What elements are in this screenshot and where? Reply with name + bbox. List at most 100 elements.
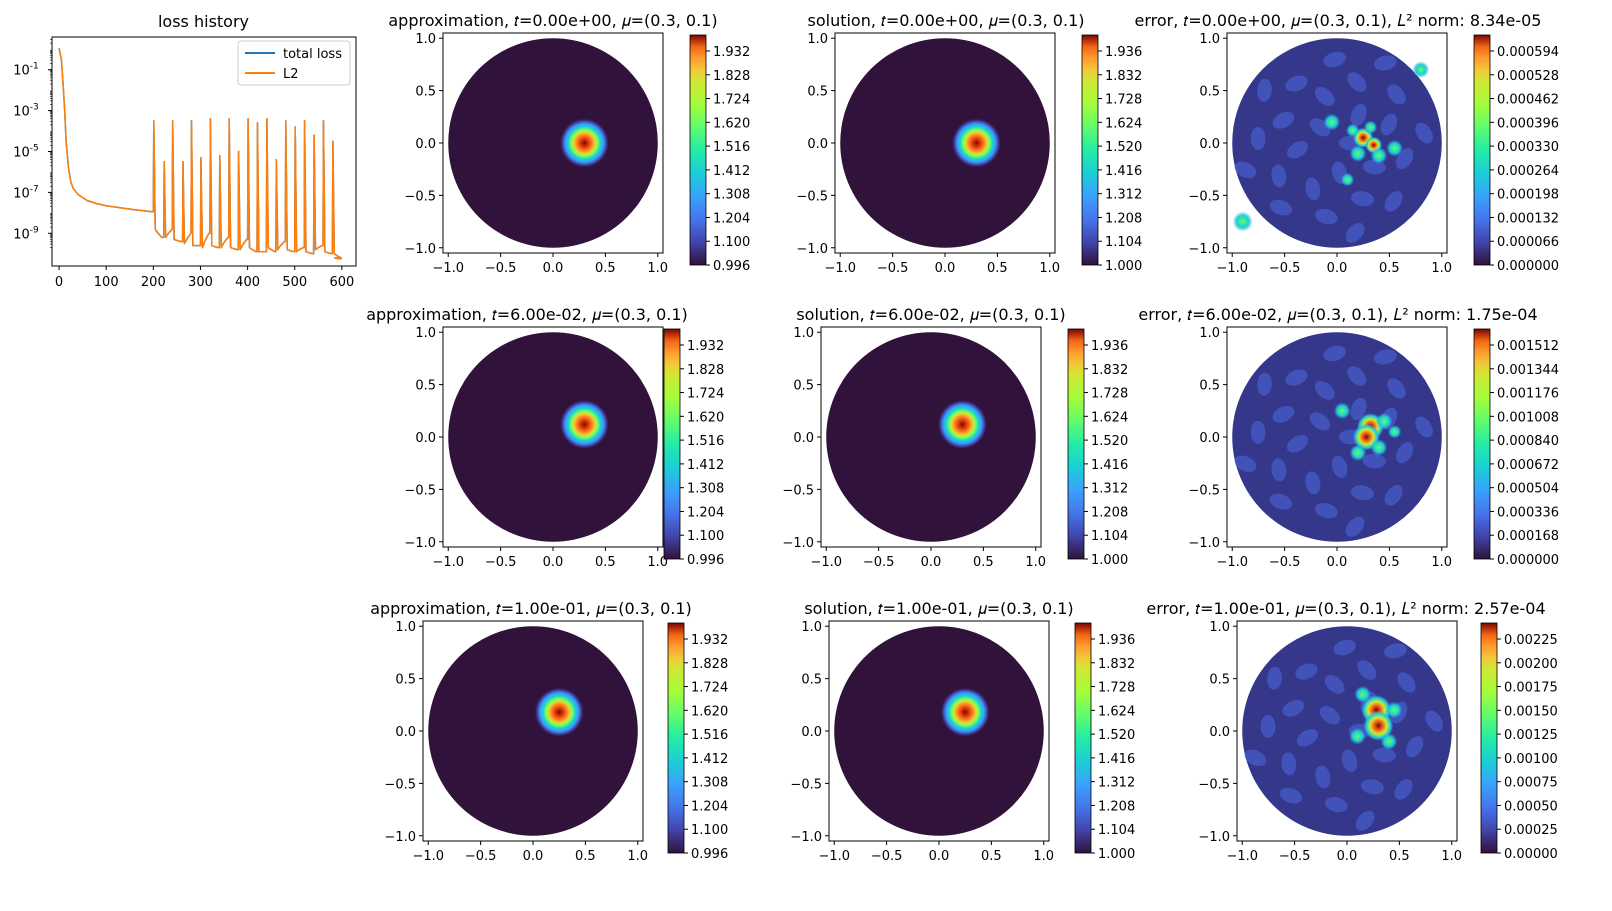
colorbar-tick-label: 1.728 xyxy=(1105,93,1142,108)
colorbar-tick-label: 1.832 xyxy=(1098,657,1135,672)
error-cell xyxy=(1374,55,1397,71)
field-disk xyxy=(448,332,658,542)
error-cell xyxy=(1405,736,1424,758)
colorbar-tick-label: 1.520 xyxy=(1105,140,1142,155)
colorbar-tick-label: 1.000 xyxy=(1098,847,1135,862)
y-tick-label: 0.0 xyxy=(1199,431,1220,446)
error-hotspot xyxy=(1323,113,1341,131)
x-tick-label: −0.5 xyxy=(485,261,517,276)
error-cell xyxy=(1361,779,1384,795)
x-tick-label: 100 xyxy=(94,275,119,290)
colorbar-tick-label: 1.312 xyxy=(1098,776,1135,791)
field-disk xyxy=(840,38,1050,248)
colorbar-tick-label: 1.932 xyxy=(687,339,724,354)
colorbar-tick-label: 0.000132 xyxy=(1497,211,1559,226)
field-panels: approximation, 𝑡=0.00e+00, 𝜇=(0.3, 0.1) −… xyxy=(366,11,1559,864)
error-cell xyxy=(1415,416,1433,438)
x-tick-label: 0.0 xyxy=(543,261,564,276)
panel-error-row-2: error, 𝑡=6.00e-02, 𝜇=(0.3, 0.1), 𝐿² norm… xyxy=(1138,305,1559,570)
legend-label-total-loss: total loss xyxy=(283,47,342,62)
error-cell xyxy=(1305,471,1321,495)
y-tick-label: 0.5 xyxy=(415,379,436,394)
error-hotspot xyxy=(1363,120,1378,134)
error-cell xyxy=(1314,380,1335,400)
colorbar-tick-label: 0.00025 xyxy=(1504,823,1558,838)
colorbar-tick-label: 1.936 xyxy=(1105,45,1142,60)
panel-title: solution, 𝑡=0.00e+00, 𝜇=(0.3, 0.1) xyxy=(808,11,1085,30)
error-hotspot xyxy=(1385,701,1403,719)
y-tick-label: 0.5 xyxy=(1199,379,1220,394)
colorbar-tick-label: 1.936 xyxy=(1098,633,1135,648)
colorbar xyxy=(667,622,685,854)
colorbar-tick-label: 0.000504 xyxy=(1497,482,1559,497)
x-tick-label: 1.0 xyxy=(1431,261,1452,276)
x-tick-label: 1.0 xyxy=(1025,555,1046,570)
x-tick-label: 0.0 xyxy=(929,849,950,864)
colorbar-tick-label: 1.416 xyxy=(1091,458,1128,473)
error-cell xyxy=(1345,222,1365,243)
panel-solution-row-2: solution, 𝑡=6.00e-02, 𝜇=(0.3, 0.1) −1.0 −1… xyxy=(782,305,1128,570)
error-cell xyxy=(1362,453,1386,469)
y-tick-label: 0.5 xyxy=(807,85,828,100)
x-tick-label: 0.5 xyxy=(1379,555,1400,570)
x-tick-label: 0.0 xyxy=(1327,261,1348,276)
y-tick-label: −1.0 xyxy=(1198,830,1230,845)
x-tick-label: −0.5 xyxy=(1269,555,1301,570)
x-tick-label: 0.0 xyxy=(921,555,942,570)
x-tick-label: −1.0 xyxy=(432,261,464,276)
error-hotspot xyxy=(1354,685,1372,703)
error-cell xyxy=(1341,749,1358,773)
loss-legend: total loss L2 xyxy=(237,40,351,86)
colorbar-tick-label: 1.308 xyxy=(691,776,728,791)
colorbar xyxy=(689,34,707,266)
y-tick-label: 0.0 xyxy=(793,431,814,446)
colorbar-tick-label: 0.00200 xyxy=(1504,657,1558,672)
panel-title: error, 𝑡=1.00e-01, 𝜇=(0.3, 0.1), 𝐿² norm… xyxy=(1146,599,1545,618)
colorbar-tick-label: 1.520 xyxy=(1091,434,1128,449)
colorbar xyxy=(1074,622,1092,854)
panel-solution-row-1: solution, 𝑡=0.00e+00, 𝜇=(0.3, 0.1) −1.0 −1… xyxy=(796,11,1142,276)
y-tick-label: 10-5 xyxy=(13,144,39,161)
field-disk xyxy=(448,38,658,248)
panel-title: error, 𝑡=6.00e-02, 𝜇=(0.3, 0.1), 𝐿² norm… xyxy=(1138,305,1537,324)
error-cell xyxy=(1347,72,1367,92)
colorbar xyxy=(1480,622,1498,854)
error-cell xyxy=(1279,787,1303,804)
colorbar-tick-label: 0.000168 xyxy=(1497,529,1559,544)
error-cell xyxy=(1325,796,1348,813)
error-cell xyxy=(1331,455,1348,479)
error-cell xyxy=(1285,75,1308,92)
loss-y-ticks: 10-9 10-7 10-5 10-3 10-1 xyxy=(13,39,52,248)
error-hotspot xyxy=(1349,727,1366,745)
y-tick-label: −0.5 xyxy=(384,777,416,792)
error-hotspot xyxy=(1370,147,1388,164)
error-cell xyxy=(1384,643,1407,659)
error-cell xyxy=(1333,639,1356,656)
colorbar xyxy=(1081,34,1099,266)
colorbar-tick-label: 1.416 xyxy=(1105,164,1142,179)
y-tick-label: 0.5 xyxy=(1209,673,1230,688)
x-tick-label: 1.0 xyxy=(1431,555,1452,570)
panel-solution-row-3: solution, 𝑡=1.00e-01, 𝜇=(0.3, 0.1) −1.0 −1… xyxy=(790,599,1135,864)
y-tick-label: −1.0 xyxy=(1188,536,1220,551)
colorbar-tick-label: 1.828 xyxy=(691,657,728,672)
y-tick-label: 0.0 xyxy=(415,137,436,152)
x-tick-label: −0.5 xyxy=(871,849,903,864)
y-tick-label: 0.5 xyxy=(801,673,822,688)
error-cell xyxy=(1394,779,1413,800)
colorbar-tick-label: 1.832 xyxy=(1105,69,1142,84)
error-cell xyxy=(1260,714,1276,738)
error-hotspot xyxy=(1380,733,1398,750)
x-tick-label: 1.0 xyxy=(627,849,648,864)
error-cell xyxy=(1244,749,1267,767)
error-cell xyxy=(1315,208,1338,225)
error-cell xyxy=(1272,405,1295,423)
panel-title: solution, 𝑡=6.00e-02, 𝜇=(0.3, 0.1) xyxy=(796,305,1065,324)
colorbar-tick-label: 0.000528 xyxy=(1497,69,1559,84)
y-tick-label: −1.0 xyxy=(1188,242,1220,257)
gaussian-peak xyxy=(951,117,1002,169)
panel-title: approximation, 𝑡=0.00e+00, 𝜇=(0.3, 0.1) xyxy=(388,11,717,30)
error-cell xyxy=(1271,164,1287,188)
colorbar-tick-label: 1.932 xyxy=(713,45,750,60)
x-tick-label: −0.5 xyxy=(485,555,517,570)
